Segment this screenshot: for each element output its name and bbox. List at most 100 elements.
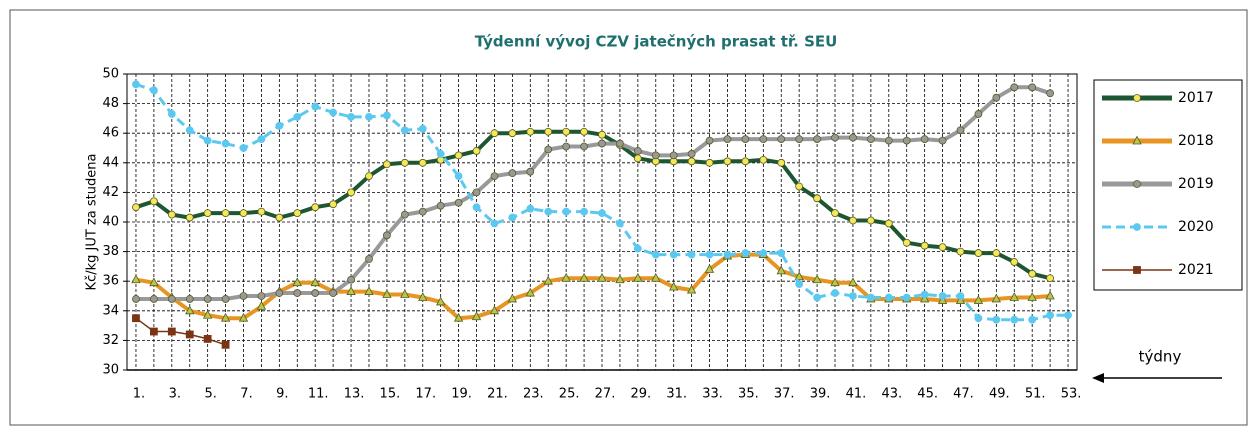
- point-marker: [132, 203, 140, 212]
- point-marker: [472, 203, 481, 212]
- y-tick-label: 46: [102, 126, 119, 141]
- point-marker: [831, 289, 839, 297]
- x-tick-label: 43.: [881, 387, 902, 402]
- point-marker: [525, 287, 535, 297]
- point-marker: [813, 194, 821, 203]
- legend-label: 2018: [1178, 133, 1214, 149]
- point-marker: [1046, 274, 1055, 283]
- point-marker: [616, 219, 624, 228]
- point-marker: [580, 127, 588, 136]
- legend-marker-shape: [1133, 223, 1141, 231]
- point-marker: [902, 136, 911, 145]
- point-marker: [454, 172, 463, 181]
- legend-marker-shape: [1133, 266, 1141, 274]
- point-marker: [310, 277, 320, 287]
- series-line: [136, 85, 1051, 301]
- point-marker: [1046, 89, 1055, 98]
- point-marker: [293, 209, 302, 218]
- y-tick-label: 50: [102, 67, 119, 82]
- point-marker: [687, 150, 696, 158]
- x-tick-label: 39.: [810, 387, 831, 402]
- point-marker: [436, 201, 445, 210]
- point-marker: [991, 293, 1002, 303]
- point-marker: [598, 130, 606, 139]
- point-marker: [1046, 311, 1055, 320]
- point-marker: [311, 203, 320, 212]
- point-marker: [741, 249, 750, 257]
- point-marker: [1028, 315, 1037, 324]
- arrow-head: [1092, 373, 1104, 383]
- point-marker: [848, 277, 858, 287]
- x-tick-label: 25.: [559, 387, 580, 402]
- legend-marker-shape: [1133, 94, 1141, 102]
- x-tick-label: 37.: [774, 387, 795, 402]
- point-marker: [956, 247, 965, 256]
- point-marker: [704, 264, 715, 273]
- point-marker: [131, 274, 141, 284]
- point-marker: [884, 293, 893, 302]
- y-tick-label: 44: [102, 155, 119, 170]
- point-marker: [221, 340, 230, 349]
- point-marker: [866, 135, 875, 144]
- point-marker: [902, 238, 911, 247]
- point-marker: [544, 207, 553, 216]
- point-marker: [383, 160, 391, 169]
- point-marker: [633, 147, 642, 155]
- point-marker: [167, 110, 176, 118]
- point-marker: [1010, 315, 1019, 324]
- point-marker: [418, 292, 428, 301]
- point-marker: [239, 209, 248, 218]
- point-marker: [723, 135, 732, 144]
- point-marker: [293, 289, 302, 297]
- x-tick-label: 29.: [631, 387, 652, 402]
- x-tick-label: 35.: [738, 387, 759, 402]
- y-tick-label: 30: [102, 363, 119, 378]
- point-marker: [1064, 311, 1072, 320]
- point-marker: [687, 250, 696, 259]
- point-marker: [849, 216, 857, 225]
- point-marker: [347, 275, 355, 284]
- y-tick-label: 32: [102, 333, 119, 348]
- point-marker: [866, 293, 875, 302]
- x-tick-label: 51.: [1025, 387, 1046, 402]
- point-marker: [1027, 292, 1037, 301]
- point-marker: [1045, 290, 1055, 300]
- point-marker: [329, 200, 338, 209]
- legend-label: 2019: [1178, 176, 1214, 192]
- point-marker: [149, 197, 158, 206]
- x-tick-label: 15.: [380, 387, 401, 402]
- point-marker: [257, 135, 266, 144]
- point-marker: [633, 244, 642, 253]
- point-marker: [203, 335, 212, 343]
- point-marker: [149, 86, 158, 95]
- point-marker: [257, 292, 266, 300]
- point-marker: [902, 293, 911, 302]
- point-marker: [1009, 292, 1019, 301]
- point-marker: [418, 124, 427, 133]
- point-marker: [813, 135, 821, 144]
- point-marker: [884, 219, 893, 228]
- x-tick-label: 45.: [917, 387, 938, 402]
- point-marker: [203, 295, 212, 303]
- legend-marker-shape: [1132, 135, 1142, 145]
- point-marker: [759, 249, 768, 257]
- point-marker: [364, 286, 374, 295]
- point-marker: [383, 111, 391, 120]
- x-tick-label: 11.: [308, 387, 329, 402]
- point-marker: [705, 158, 714, 167]
- point-marker: [992, 93, 1001, 102]
- point-marker: [238, 312, 249, 322]
- point-marker: [938, 243, 947, 252]
- point-marker: [938, 292, 947, 300]
- point-marker: [167, 295, 176, 303]
- point-marker: [400, 126, 409, 135]
- point-marker: [1028, 269, 1037, 278]
- point-marker: [849, 133, 857, 142]
- point-marker: [418, 158, 427, 167]
- point-marker: [1028, 83, 1037, 92]
- point-marker: [239, 144, 248, 152]
- point-marker: [132, 314, 140, 323]
- point-marker: [633, 154, 642, 163]
- point-marker: [526, 167, 535, 176]
- legend-marker: [1133, 223, 1141, 231]
